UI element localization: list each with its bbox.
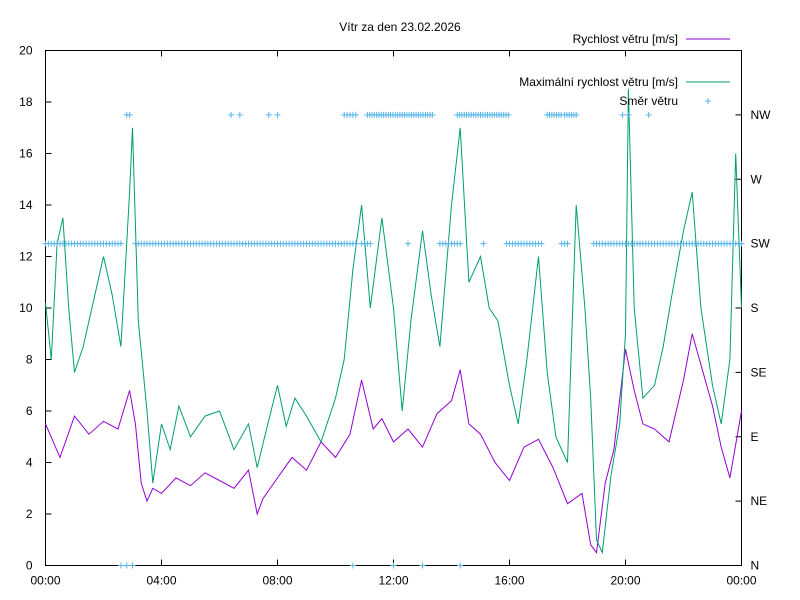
direction-point — [457, 562, 464, 569]
legend-label-max: Maximální rychlost větru [m/s] — [519, 75, 678, 89]
direction-point — [367, 240, 374, 247]
y-left-tick-label: 6 — [26, 404, 33, 418]
x-tick-label: 20:00 — [610, 574, 640, 588]
y-left-axis: 0 2 4 6 8 10 12 14 16 18 20 — [19, 44, 52, 573]
x-axis: 00:00 04:00 08:00 12:00 16:00 20:00 00:00 — [30, 50, 757, 588]
y-left-tick-label: 12 — [19, 250, 33, 264]
x-tick-label: 04:00 — [146, 574, 176, 588]
y-left-tick-label: 18 — [19, 95, 33, 109]
direction-point — [117, 240, 124, 247]
y-right-tick-label: NW — [751, 108, 772, 122]
legend-label-speed: Rychlost větru [m/s] — [573, 32, 678, 46]
x-tick-label: 12:00 — [378, 574, 408, 588]
direction-point — [429, 111, 436, 118]
y-right-axis: N NE E SE S SW W NW — [735, 108, 772, 573]
y-right-tick-label: SW — [751, 237, 771, 251]
legend-direction-marker — [705, 98, 711, 104]
direction-point — [236, 111, 243, 118]
y-right-tick-label: W — [751, 172, 763, 186]
direction-point — [129, 562, 136, 569]
y-left-tick-label: 8 — [26, 353, 33, 367]
direction-point — [228, 111, 235, 118]
x-tick-label: 08:00 — [262, 574, 292, 588]
y-left-tick-label: 10 — [19, 301, 33, 315]
direction-point — [625, 111, 632, 118]
direction-point — [505, 111, 512, 118]
direction-point — [457, 240, 464, 247]
direction-point — [564, 240, 571, 247]
direction-point — [117, 562, 124, 569]
direction-point — [123, 562, 130, 569]
direction-point — [645, 111, 652, 118]
direction-point — [265, 111, 272, 118]
y-right-tick-label: SE — [751, 365, 767, 379]
direction-point — [538, 240, 545, 247]
legend: Rychlost větru [m/s] Maximální rychlost … — [519, 32, 730, 108]
direction-point — [352, 111, 359, 118]
direction-point — [405, 240, 411, 247]
direction-point — [390, 562, 397, 569]
direction-point — [274, 111, 281, 118]
chart-title: Vítr za den 23.02.2026 — [339, 20, 461, 34]
y-right-tick-label: NE — [751, 494, 768, 508]
legend-swatch-direction — [705, 98, 711, 104]
x-tick-label: 00:00 — [726, 574, 756, 588]
y-left-tick-label: 2 — [26, 507, 33, 521]
y-left-tick-label: 20 — [19, 44, 33, 58]
direction-point — [619, 111, 626, 118]
y-right-tick-label: N — [751, 559, 760, 573]
legend-label-direction: Směr větru — [619, 94, 678, 108]
direction-point — [573, 111, 580, 118]
direction-point — [352, 240, 359, 247]
direction-point — [349, 562, 356, 569]
direction-point — [126, 111, 133, 118]
direction-point — [480, 240, 487, 247]
y-right-tick-label: S — [751, 301, 759, 315]
y-right-tick-label: E — [751, 430, 759, 444]
series-line-speed — [45, 333, 742, 554]
y-left-tick-label: 14 — [19, 198, 33, 212]
direction-point — [738, 240, 745, 247]
x-tick-label: 00:00 — [30, 574, 60, 588]
x-tick-label: 16:00 — [494, 574, 524, 588]
series-layer — [42, 89, 745, 569]
y-left-tick-label: 4 — [26, 456, 33, 470]
series-line-max — [45, 89, 742, 555]
direction-point — [419, 562, 426, 569]
y-left-tick-label: 0 — [26, 559, 33, 573]
y-left-tick-label: 16 — [19, 147, 33, 161]
